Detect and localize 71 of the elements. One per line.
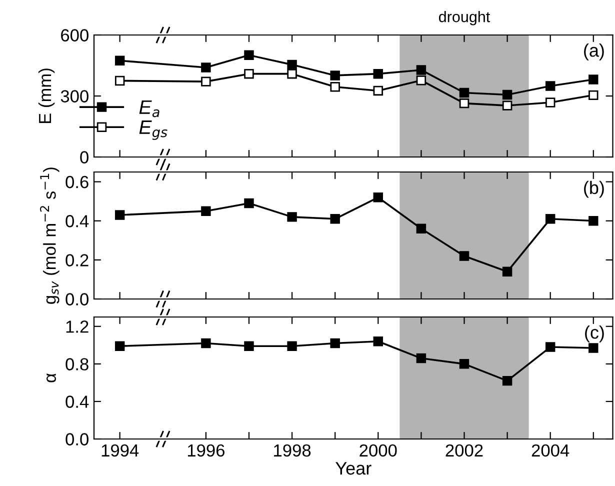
- point: [459, 88, 470, 98]
- point: [244, 50, 254, 60]
- y-tick-label: 1.2: [66, 320, 88, 333]
- point: [114, 341, 125, 351]
- y-tick-label: 0.4: [66, 396, 89, 408]
- point: [330, 82, 340, 92]
- point: [287, 212, 297, 222]
- y-axis-title: E (mm): [38, 68, 55, 124]
- point: [545, 98, 556, 108]
- point: [287, 68, 297, 79]
- band-label: drought: [438, 11, 490, 26]
- annotation: (a): [584, 44, 604, 60]
- point: [545, 342, 556, 352]
- point: [588, 74, 598, 84]
- point: [330, 214, 340, 224]
- annotation: (c): [585, 326, 604, 342]
- x-tick-label: 1998: [274, 444, 311, 457]
- point: [244, 68, 254, 79]
- x-tick-label: 1994: [102, 444, 139, 457]
- y-tick-label: 0.2: [66, 254, 88, 266]
- point: [588, 90, 598, 100]
- point: [373, 336, 383, 346]
- point: [201, 62, 211, 72]
- point: [373, 86, 383, 96]
- point: [502, 90, 512, 100]
- point: [244, 198, 254, 208]
- point: [416, 353, 426, 364]
- point: [330, 70, 340, 80]
- point: [502, 266, 512, 277]
- point: [545, 214, 556, 224]
- x-tick-label: 1996: [188, 444, 224, 457]
- y-axis-title: α: [46, 373, 56, 382]
- point: [244, 341, 254, 351]
- point: [201, 338, 211, 348]
- point: [459, 251, 470, 261]
- point: [287, 341, 297, 351]
- y-tick-label: 0: [80, 151, 88, 164]
- y-tick-label: 0.0: [66, 433, 88, 446]
- y-tick-label: 300: [60, 90, 88, 102]
- annotation: (b): [584, 180, 604, 198]
- point: [416, 75, 426, 86]
- x-axis-title: Year: [336, 462, 372, 475]
- y-tick-label: 0.4: [66, 215, 89, 228]
- point: [201, 206, 211, 216]
- legend-label: E$_{gs}$: [139, 120, 168, 140]
- y-axis-title: g$_{sv}$ (mol m$^{−2}$ s$^{−1}$): [40, 168, 60, 304]
- point: [416, 224, 426, 234]
- y-tick-label: 0.6: [66, 176, 88, 188]
- x-tick-label: 2004: [532, 444, 570, 457]
- x-tick-label: 2000: [360, 444, 397, 457]
- legend-label: E$_{a}$: [139, 100, 160, 118]
- point: [502, 100, 512, 110]
- point: [114, 210, 125, 220]
- point: [545, 81, 556, 91]
- point: [416, 65, 426, 75]
- x-tick-label: 2002: [446, 444, 483, 457]
- point: [459, 98, 470, 108]
- y-tick-label: 0.8: [66, 358, 88, 370]
- point: [330, 338, 340, 348]
- point: [502, 376, 512, 386]
- point: [588, 216, 598, 226]
- point: [373, 68, 383, 79]
- point: [588, 343, 598, 353]
- point: [114, 56, 125, 66]
- point: [201, 76, 211, 86]
- point: [459, 359, 470, 369]
- y-tick-label: 0.0: [66, 293, 88, 306]
- y-tick-label: 600: [61, 29, 88, 42]
- point: [287, 60, 297, 70]
- point: [114, 76, 125, 86]
- point: [373, 192, 383, 202]
